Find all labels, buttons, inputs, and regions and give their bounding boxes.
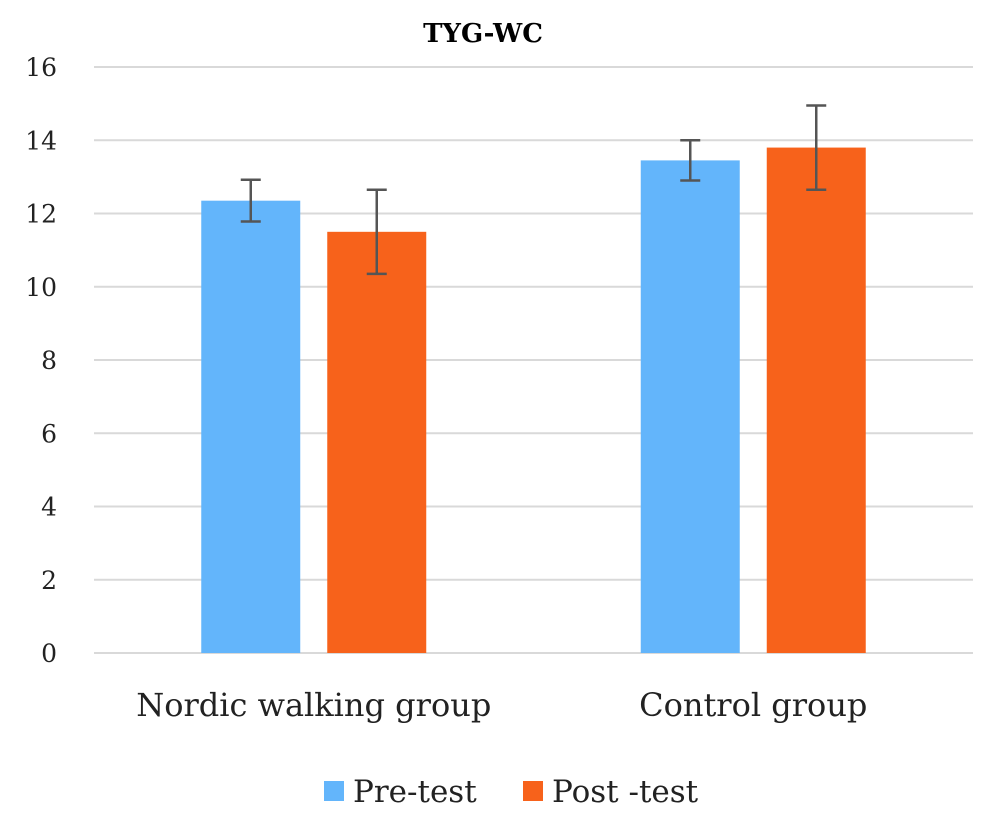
y-tick-label: 8 — [41, 346, 57, 375]
bar — [201, 200, 301, 653]
legend: Pre-test Post -test — [324, 774, 699, 810]
bar — [640, 160, 740, 654]
y-tick-label: 0 — [41, 639, 57, 668]
legend-swatch — [523, 781, 543, 801]
error-bars — [240, 104, 827, 276]
bars — [201, 147, 866, 654]
x-tick-label: Control group — [639, 686, 867, 724]
legend-label: Post -test — [552, 774, 699, 810]
y-tick-label: 14 — [25, 126, 57, 155]
x-tick-label: Nordic walking group — [136, 686, 491, 724]
chart-title: TYG-WC — [423, 19, 543, 49]
y-tick-label: 6 — [41, 419, 57, 448]
legend-swatch — [324, 781, 344, 801]
y-tick-label: 2 — [41, 566, 57, 595]
y-tick-label: 4 — [41, 493, 57, 522]
legend-label: Pre-test — [353, 774, 477, 810]
y-tick-label: 16 — [25, 53, 57, 82]
y-axis-ticks: 0 2 4 6 8 10 12 14 16 — [25, 53, 57, 668]
y-tick-label: 10 — [25, 273, 57, 302]
y-tick-label: 12 — [25, 200, 57, 229]
bar — [327, 231, 427, 653]
bar — [766, 147, 866, 653]
x-axis-ticks: Nordic walking group Control group — [136, 686, 867, 724]
